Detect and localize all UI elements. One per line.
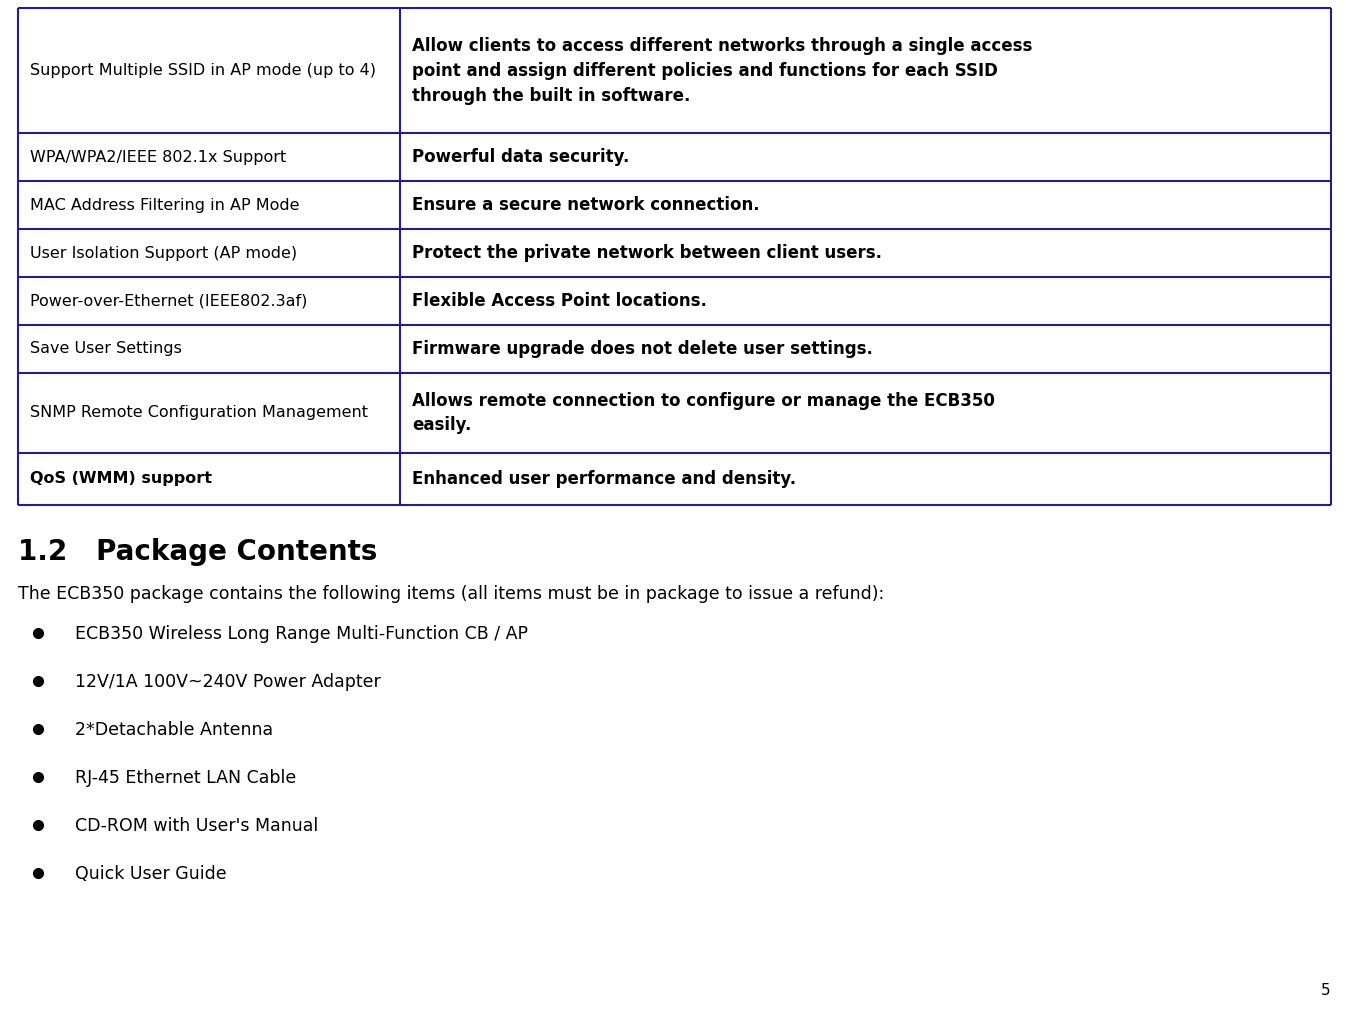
Text: The ECB350 package contains the following items (all items must be in package to: The ECB350 package contains the followin… bbox=[18, 585, 884, 603]
Text: Support Multiple SSID in AP mode (up to 4): Support Multiple SSID in AP mode (up to … bbox=[30, 63, 376, 78]
Text: MAC Address Filtering in AP Mode: MAC Address Filtering in AP Mode bbox=[30, 198, 299, 212]
Text: Power-over-Ethernet (IEEE802.3af): Power-over-Ethernet (IEEE802.3af) bbox=[30, 293, 308, 309]
Text: QoS (WMM) support: QoS (WMM) support bbox=[30, 472, 212, 486]
Text: 1.2   Package Contents: 1.2 Package Contents bbox=[18, 538, 378, 566]
Text: Ensure a secure network connection.: Ensure a secure network connection. bbox=[411, 196, 759, 214]
Text: Allow clients to access different networks through a single access
point and ass: Allow clients to access different networ… bbox=[411, 37, 1032, 105]
Text: Protect the private network between client users.: Protect the private network between clie… bbox=[411, 244, 882, 262]
Text: ECB350 Wireless Long Range Multi-Function CB / AP: ECB350 Wireless Long Range Multi-Functio… bbox=[76, 625, 527, 642]
Text: 12V/1A 100V~240V Power Adapter: 12V/1A 100V~240V Power Adapter bbox=[76, 673, 380, 691]
Text: Allows remote connection to configure or manage the ECB350
easily.: Allows remote connection to configure or… bbox=[411, 392, 994, 434]
Text: 5: 5 bbox=[1322, 983, 1331, 998]
Text: Save User Settings: Save User Settings bbox=[30, 341, 182, 356]
Text: SNMP Remote Configuration Management: SNMP Remote Configuration Management bbox=[30, 406, 368, 420]
Text: User Isolation Support (AP mode): User Isolation Support (AP mode) bbox=[30, 246, 297, 261]
Text: Powerful data security.: Powerful data security. bbox=[411, 148, 630, 166]
Text: Firmware upgrade does not delete user settings.: Firmware upgrade does not delete user se… bbox=[411, 340, 873, 358]
Text: Enhanced user performance and density.: Enhanced user performance and density. bbox=[411, 470, 796, 488]
Text: RJ-45 Ethernet LAN Cable: RJ-45 Ethernet LAN Cable bbox=[76, 769, 297, 787]
Text: CD-ROM with User's Manual: CD-ROM with User's Manual bbox=[76, 817, 318, 835]
Text: WPA/WPA2/IEEE 802.1x Support: WPA/WPA2/IEEE 802.1x Support bbox=[30, 149, 286, 164]
Text: Flexible Access Point locations.: Flexible Access Point locations. bbox=[411, 292, 707, 310]
Text: 2*Detachable Antenna: 2*Detachable Antenna bbox=[76, 721, 272, 739]
Text: Quick User Guide: Quick User Guide bbox=[76, 865, 227, 883]
